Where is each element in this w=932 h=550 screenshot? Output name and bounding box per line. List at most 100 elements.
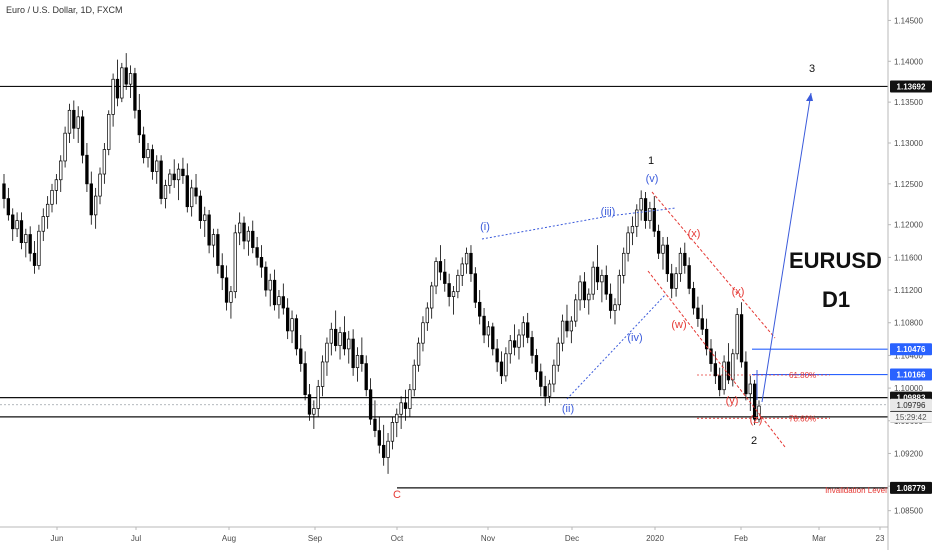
y-tick-label: 1.14000 [894, 57, 923, 66]
price-tags: 1.136921.104761.101661.098831.096481.087… [890, 80, 932, 494]
price-tag-text: 1.10476 [897, 345, 926, 354]
candle-body [674, 273, 678, 289]
candle-body [556, 342, 560, 366]
y-tick-label: 1.14500 [894, 16, 923, 25]
projection-arrow-head [806, 93, 813, 101]
price-tag-text: 1.08779 [897, 484, 926, 493]
candle-body [238, 222, 242, 234]
candle-body [613, 304, 617, 311]
candle-body [172, 173, 176, 181]
candle-body [587, 293, 591, 301]
price-tag: 1.10166 [890, 368, 932, 381]
candle-body [678, 252, 683, 275]
fib-label: 78.60% [789, 414, 816, 423]
candle-body [543, 386, 547, 397]
candle-body [687, 265, 691, 289]
candle-body [355, 355, 360, 369]
descending-channel-lower [647, 270, 786, 448]
price-tag-text: 1.13692 [897, 82, 926, 91]
y-tick-label: 1.12000 [894, 221, 923, 230]
projection-arrow-line [761, 92, 812, 403]
wave-labels: 1 2 3 C (i) (ii) (iii) (iv) (v) (w) (x) (x) (y) (z) In… [393, 63, 887, 501]
wave-label-w: (w) [671, 319, 686, 331]
candle-body [731, 353, 735, 381]
candle-body [630, 225, 635, 234]
candle-body [6, 198, 11, 216]
candle-body [495, 348, 499, 363]
candle-body [233, 232, 237, 293]
candle-body [203, 214, 207, 221]
candle-body [80, 116, 85, 156]
candle-body [364, 363, 368, 391]
timeframe-label: D1 [822, 287, 851, 312]
candle-body [198, 195, 203, 221]
wave-label-x2: (x) [732, 286, 745, 298]
candle-body [482, 315, 486, 336]
candle-body [176, 168, 181, 181]
candle-body [464, 252, 469, 265]
candle-body [726, 361, 731, 381]
candle-body [150, 149, 155, 172]
candle-body [739, 314, 744, 363]
candle-body [700, 318, 704, 330]
candle-body [421, 322, 425, 344]
candle-body [626, 232, 630, 254]
candle-body [617, 274, 622, 306]
candle-body [242, 222, 246, 242]
candle-body [499, 361, 504, 377]
x-tick-label: 2020 [646, 534, 664, 543]
candle-body [382, 444, 386, 458]
candle-body [569, 320, 574, 332]
candle-body [709, 348, 713, 364]
wave-label-y: (y) [726, 395, 739, 407]
candle-body [656, 230, 661, 254]
candle-body [718, 375, 722, 391]
price-tag-bg [890, 481, 932, 494]
candle-body [360, 355, 364, 364]
candle-body [11, 214, 15, 230]
candle-body [648, 207, 652, 221]
candle-body [133, 73, 137, 111]
candle-body [159, 160, 163, 199]
candle-body [591, 266, 595, 295]
candle-body [447, 283, 451, 297]
candle-body [757, 405, 761, 420]
candle-body [408, 389, 412, 409]
price-tag-text: 1.10166 [897, 371, 926, 380]
candle-body [691, 288, 696, 309]
candle-body [565, 320, 569, 332]
candle-body [600, 274, 604, 283]
candle-body [277, 296, 281, 306]
candle-body [334, 328, 338, 346]
candle-body [478, 301, 482, 317]
candle-body [286, 307, 290, 332]
candle-body [107, 114, 111, 150]
candle-body [534, 355, 539, 373]
wave-label-x1: (x) [688, 228, 701, 240]
candle-body [268, 279, 272, 291]
x-tick-label: Oct [391, 534, 404, 543]
y-tick-label: 1.11600 [894, 253, 923, 262]
y-tick-label: 1.13000 [894, 139, 923, 148]
candle-body [430, 285, 434, 309]
x-tick-label: Jun [51, 534, 64, 543]
candle-body [124, 67, 128, 85]
candle-body [312, 408, 316, 415]
countdown-bg [890, 411, 932, 423]
candle-body [517, 334, 521, 348]
countdown-text: 15:29:42 [895, 413, 927, 422]
candle-body [102, 149, 107, 175]
candles-layer [2, 53, 761, 474]
x-tick-label: Jul [131, 534, 141, 543]
candle-body [63, 132, 67, 162]
candle-body [155, 160, 159, 172]
candle-body [168, 173, 172, 186]
candle-body [574, 299, 578, 322]
candle-body [50, 190, 54, 205]
candle-body [329, 328, 333, 344]
candle-body [220, 265, 224, 279]
candle-body [451, 291, 456, 297]
candle-body [294, 318, 299, 350]
candle-body [211, 234, 216, 246]
candle-body [128, 73, 133, 85]
